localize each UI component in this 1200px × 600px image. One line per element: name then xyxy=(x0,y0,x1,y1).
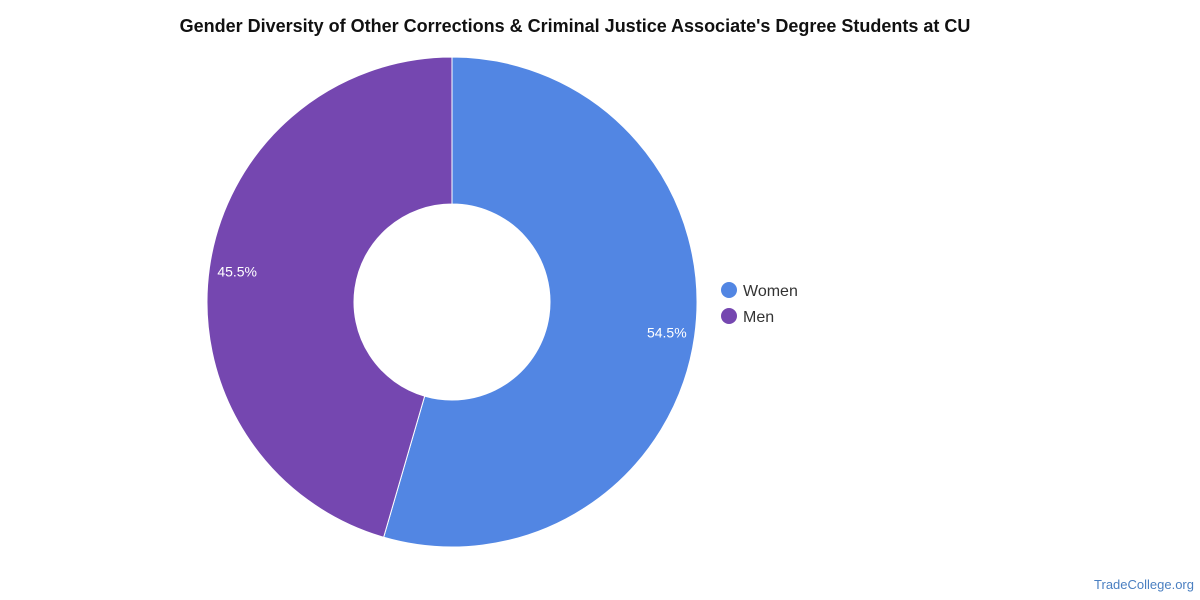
legend-label-women: Women xyxy=(743,283,798,300)
legend-swatch-women xyxy=(721,282,737,298)
legend-item-women[interactable]: Women xyxy=(721,282,798,300)
chart-title: Gender Diversity of Other Corrections & … xyxy=(179,16,971,36)
source-credit[interactable]: TradeCollege.org xyxy=(1094,577,1194,592)
slice-label-women: 54.5% xyxy=(647,325,687,341)
legend-label-men: Men xyxy=(743,309,774,326)
slice-women[interactable] xyxy=(383,56,698,548)
slice-label-men: 45.5% xyxy=(217,263,257,279)
legend-swatch-men xyxy=(721,308,737,324)
slice-men[interactable] xyxy=(206,56,453,538)
legend: Women Men xyxy=(721,282,798,326)
legend-item-men[interactable]: Men xyxy=(721,308,774,326)
donut-slices xyxy=(206,56,698,548)
slice-labels: 54.5% 45.5% xyxy=(217,263,686,340)
